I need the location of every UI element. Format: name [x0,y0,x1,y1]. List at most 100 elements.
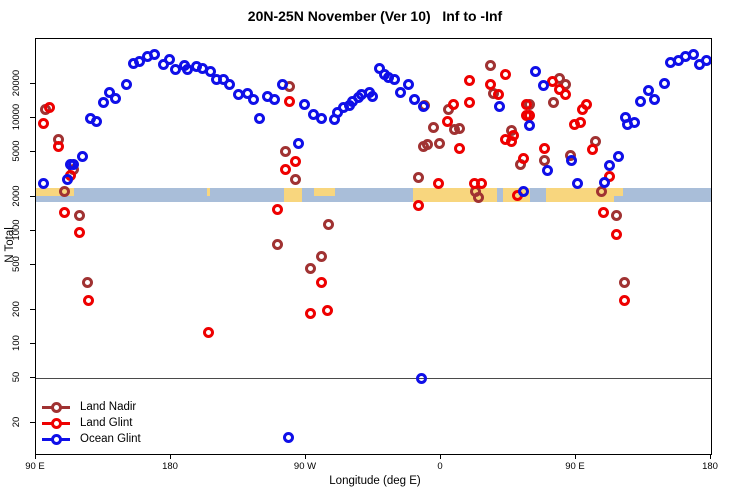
data-point-land_nadir [323,219,334,231]
map-strip-segment-ocean [622,188,711,202]
y-tick-label: 50 [11,371,22,383]
data-point-ocean_glint [164,53,175,65]
data-point-land_glint [432,177,444,189]
data-point-ocean_glint [38,177,49,189]
data-point-land_nadir [74,210,85,222]
data-point-ocean_glint [642,85,654,97]
data-point-ocean_glint [599,176,610,188]
y-tick [30,309,35,310]
y-tick [30,230,35,232]
data-point-ocean_glint [170,64,181,76]
data-point-land_glint [305,308,316,320]
data-point-land_nadir [485,60,496,72]
data-point-land_glint [59,206,70,218]
legend-label: Land Nadir [80,401,137,413]
data-point-land_nadir [290,174,301,186]
data-point-land_glint [575,116,586,128]
data-point-ocean_glint [269,94,280,106]
x-tick [35,454,36,459]
map-strip-segment-ocean [207,196,210,202]
data-point-land_glint [524,109,535,121]
data-point-land_nadir [539,154,550,166]
x-tick [440,454,441,459]
y-tick [30,83,35,84]
data-point-land_glint [464,97,475,109]
data-point-ocean_glint [62,174,73,186]
map-strip-segment-ocean [301,188,314,202]
data-point-land_nadir [59,185,70,197]
data-point-land_nadir [453,122,465,134]
map-strip-segment-land [283,188,302,202]
y-tick [30,343,35,345]
reference-line [36,378,711,380]
legend-row: Land Glint [42,416,202,432]
data-point-ocean_glint [566,154,577,166]
legend-ring-icon [51,434,62,445]
legend-ring-icon [51,402,62,413]
data-point-ocean_glint [90,115,102,127]
data-point-ocean_glint [542,165,553,177]
data-point-ocean_glint [402,78,414,90]
data-point-ocean_glint [315,112,327,124]
data-point-land_nadir [473,191,484,203]
data-point-ocean_glint [612,150,624,162]
data-point-land_glint [587,143,598,155]
data-point-ocean_glint [389,74,400,86]
data-point-land_nadir [428,121,439,133]
y-tick-label: 20 [11,416,22,428]
data-point-land_glint [74,226,85,238]
data-point-ocean_glint [395,87,406,99]
data-point-land_glint [38,117,49,129]
data-point-ocean_glint [254,112,265,124]
map-strip-segment-land [613,188,623,196]
data-point-land_glint [518,152,529,164]
data-point-land_nadir [81,277,93,289]
legend-ring-icon [51,418,62,429]
y-tick [30,117,35,119]
data-point-ocean_glint [149,48,160,60]
data-point-land_glint [290,156,301,168]
map-strip-segment-land [313,188,335,196]
data-point-ocean_glint [518,185,529,197]
map-strip-segment-ocean [36,196,74,202]
data-point-land_glint [315,277,327,289]
chart-title: 20N-25N November (Ver 10) Inf to -Inf [247,8,503,24]
data-point-ocean_glint [416,372,427,384]
data-point-ocean_glint [603,160,615,172]
data-point-land_glint [618,294,630,306]
x-tick-label: 0 [437,461,443,472]
data-point-ocean_glint [110,93,121,105]
map-strip-segment-ocean [73,188,207,202]
data-point-land_glint [203,326,214,338]
data-point-land_glint [441,115,453,127]
map-strip-segment-ocean [313,196,335,202]
legend-row: Land Nadir [42,400,202,416]
y-tick [30,196,35,197]
x-tick-label: 180 [162,461,178,472]
x-axis-label: Longitude (deg E) [329,475,421,487]
data-point-land_glint [476,178,487,190]
x-tick-label: 180 [702,461,718,472]
data-point-ocean_glint [408,94,420,106]
data-point-land_nadir [315,251,327,263]
map-strip-segment-ocean [529,188,546,202]
legend: Land Nadir Land Glint Ocean Glint [42,400,202,448]
data-point-ocean_glint [299,98,310,110]
data-point-land_glint [539,142,550,154]
x-tick [710,454,711,459]
data-point-land_nadir [413,171,424,183]
data-point-land_glint [597,207,609,219]
data-point-ocean_glint [524,119,535,131]
data-point-land_nadir [434,138,445,150]
data-point-land_glint [500,69,511,81]
data-point-ocean_glint [104,87,115,99]
data-point-ocean_glint [293,138,304,150]
data-point-ocean_glint [629,116,640,128]
x-tick-label: 90 E [25,461,45,472]
data-point-land_nadir [272,238,283,250]
data-point-ocean_glint [224,79,235,91]
x-tick [170,454,171,459]
data-point-land_glint [413,200,424,212]
data-point-ocean_glint [417,101,429,113]
legend-row: Ocean Glint [42,432,202,448]
